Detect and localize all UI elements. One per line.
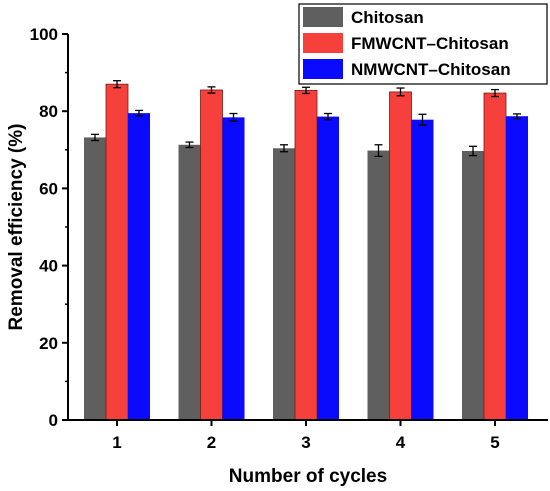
legend-item: Chitosan	[303, 7, 424, 27]
y-tick-label: 100	[30, 25, 58, 44]
error-bar	[113, 80, 121, 89]
legend-swatch	[303, 59, 343, 79]
legend-label: Chitosan	[351, 8, 424, 27]
bars-layer	[84, 83, 528, 421]
error-bar	[513, 113, 521, 120]
x-tick-label: 5	[490, 433, 499, 452]
x-ticks: 1 2 3 4 5	[112, 420, 500, 452]
bar	[367, 150, 390, 420]
bar	[84, 137, 106, 420]
error-bar	[491, 88, 499, 98]
error-bar	[135, 109, 143, 117]
bar	[222, 117, 245, 420]
bar	[200, 89, 223, 421]
y-tick-label: 40	[39, 257, 58, 276]
error-bar	[374, 144, 383, 158]
bar	[462, 150, 484, 420]
legend-label: NMWCNT–Chitosan	[351, 60, 511, 79]
bar	[294, 89, 318, 421]
error-bar	[418, 113, 427, 126]
error-bar	[469, 145, 477, 157]
legend-item: FMWCNT–Chitosan	[303, 33, 509, 53]
y-tick-label: 60	[39, 179, 58, 198]
legend: Chitosan FMWCNT–Chitosan NMWCNT–Chitosan	[298, 3, 548, 85]
bar	[128, 113, 150, 420]
error-bar	[185, 141, 194, 149]
legend-swatch	[303, 33, 343, 53]
bar	[317, 116, 339, 420]
legend-swatch	[303, 7, 343, 27]
legend-item: NMWCNT–Chitosan	[303, 59, 511, 79]
x-tick-label: 4	[396, 433, 406, 452]
x-tick-label: 2	[207, 433, 216, 452]
y-ticks: 0 20 40 60 80 100	[30, 25, 68, 430]
bar	[411, 119, 434, 420]
y-tick-label: 0	[49, 411, 58, 430]
y-tick-label: 80	[39, 102, 58, 121]
y-tick-label: 20	[39, 334, 58, 353]
error-bars-layer	[91, 80, 521, 158]
x-tick-label: 3	[301, 433, 310, 452]
legend-label: FMWCNT–Chitosan	[351, 34, 509, 53]
bar	[389, 91, 412, 421]
bar	[273, 148, 295, 421]
bar	[506, 116, 528, 420]
bar	[483, 92, 507, 421]
error-bar	[229, 112, 238, 122]
error-bar	[91, 133, 99, 142]
x-axis-title: Number of cycles	[229, 466, 387, 487]
y-axis-title: Removal efficiency (%)	[6, 124, 27, 331]
error-bar	[396, 87, 405, 97]
error-bar	[280, 144, 288, 153]
error-bar	[207, 86, 216, 94]
error-bar	[324, 112, 332, 121]
x-tick-label: 1	[112, 433, 121, 452]
bar	[178, 144, 201, 421]
bar	[105, 83, 129, 421]
error-bar	[302, 86, 310, 95]
